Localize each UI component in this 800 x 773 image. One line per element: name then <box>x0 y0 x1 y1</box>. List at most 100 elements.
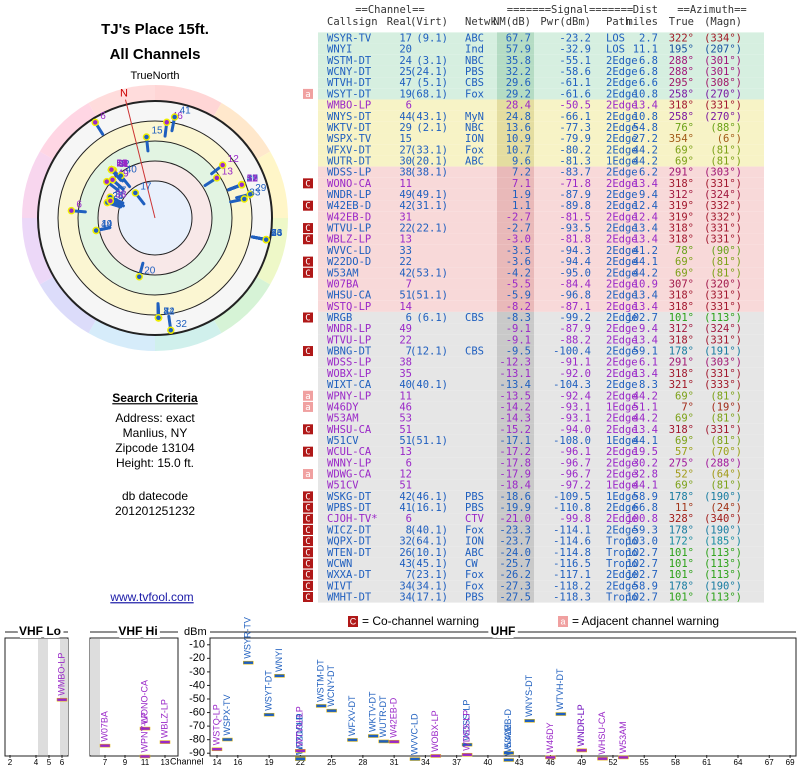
table-cell: (6.1) <box>416 312 448 324</box>
row-background <box>318 44 764 55</box>
warning-flag: C <box>305 425 310 435</box>
signal-bar <box>264 713 274 716</box>
signal-label: WMBO-LP <box>56 653 66 696</box>
row-background <box>318 591 764 602</box>
signal-bar <box>140 755 150 758</box>
warning-flag: C <box>305 548 310 558</box>
warning-flag: C <box>305 202 310 212</box>
table-cell: (38.1) <box>410 167 448 179</box>
y-tick-label: -20 <box>189 652 205 664</box>
warning-flag: C <box>305 258 310 268</box>
signal-bar <box>504 759 514 762</box>
signal-label: W53AM <box>503 724 513 756</box>
column-group: Dist <box>633 4 658 16</box>
row-background <box>318 491 764 502</box>
signal-bar <box>462 753 472 756</box>
signal-label: W42EB-D <box>389 697 399 738</box>
x-tick-label: 7 <box>103 758 108 767</box>
table-cell: 102.7 <box>626 592 658 604</box>
table-cell: (51.1) <box>410 435 448 447</box>
signal-bar <box>545 756 555 759</box>
signal-bar <box>410 758 420 761</box>
x-tick-label: 67 <box>765 758 774 767</box>
search-heading: Search Criteria <box>112 391 198 405</box>
x-tick-label: 52 <box>609 758 618 767</box>
signal-bar <box>160 741 170 744</box>
table-cell: (51.1) <box>410 290 448 302</box>
signal-label: WOBX-LP <box>430 710 440 752</box>
y-tick-label: -70 <box>189 720 205 732</box>
signal-label: WBLZ-LP <box>159 699 169 738</box>
warning-flag: C <box>305 559 310 569</box>
signal-bar <box>347 738 357 741</box>
row-background <box>318 245 764 256</box>
table-cell: CBS <box>465 312 484 324</box>
x-tick-label: 37 <box>452 758 461 767</box>
signal-label: WFXV-DT <box>347 695 357 736</box>
row-background <box>318 524 764 535</box>
table-cell: (2.1) <box>416 122 448 134</box>
signal-label: WSYT-DT <box>263 670 273 711</box>
row-background <box>318 256 764 267</box>
signal-label: WSPX-TV <box>222 695 232 736</box>
column-group: ==Azimuth== <box>677 4 747 16</box>
row-background <box>318 200 764 211</box>
x-tick-label: 64 <box>734 758 743 767</box>
row-background <box>318 88 764 99</box>
x-tick-label: 13 <box>161 758 170 767</box>
station-dot <box>92 119 98 125</box>
datecode: 201201251232 <box>115 504 195 518</box>
signal-label: WTVH-DT <box>555 668 565 710</box>
row-background <box>318 167 764 178</box>
column-group: ==Channel== <box>355 4 425 16</box>
station-dot <box>214 175 220 181</box>
x-tick-label: 69 <box>786 758 795 767</box>
station-channel: 38 <box>115 190 127 201</box>
table-cell: (22.1) <box>410 223 448 235</box>
site-link[interactable]: www.tvfool.com <box>109 590 193 604</box>
signal-bar <box>316 704 326 707</box>
row-background <box>318 413 764 424</box>
row-background <box>318 513 764 524</box>
search-line: Address: exact <box>115 411 195 425</box>
datecode-label: db datecode <box>122 489 188 503</box>
warning-flag: C <box>305 347 310 357</box>
row-background <box>318 189 764 200</box>
row-background <box>318 77 764 88</box>
table-cell: (53.1) <box>410 267 448 279</box>
row-background <box>318 267 764 278</box>
row-background <box>318 401 764 412</box>
x-tick-label: 5 <box>47 758 52 767</box>
table-cell: (113°) <box>704 592 742 604</box>
x-tick-label: 28 <box>358 758 367 767</box>
row-background <box>318 580 764 591</box>
signal-bar <box>389 740 399 743</box>
row-background <box>318 144 764 155</box>
table-cell: CBS <box>465 346 484 358</box>
signal-bar <box>525 719 535 722</box>
y-tick-label: -30 <box>189 666 205 678</box>
station-channel: 51 <box>247 173 259 184</box>
band-label: UHF <box>491 624 516 638</box>
warning-flag: a <box>305 90 310 100</box>
polar-plot: N172024254719644291527303811494231221333… <box>22 85 288 351</box>
x-tick-label: 40 <box>483 758 492 767</box>
x-tick-label: 9 <box>123 758 128 767</box>
y-tick-label: -40 <box>189 679 205 691</box>
table-cell: -27.5 <box>499 592 531 604</box>
column-header: Real <box>387 16 412 28</box>
row-background <box>318 323 764 334</box>
x-tick-label: 4 <box>34 758 39 767</box>
station-dot <box>93 228 99 234</box>
signal-label: WNYI <box>274 648 284 672</box>
row-background <box>318 32 764 43</box>
row-background <box>318 290 764 301</box>
adjacent-flag: a <box>560 616 565 626</box>
search-line: Manlius, NY <box>123 426 188 440</box>
warning-flag: C <box>305 448 310 458</box>
signal-bar <box>57 698 67 701</box>
y-tick-label: -60 <box>189 706 205 718</box>
